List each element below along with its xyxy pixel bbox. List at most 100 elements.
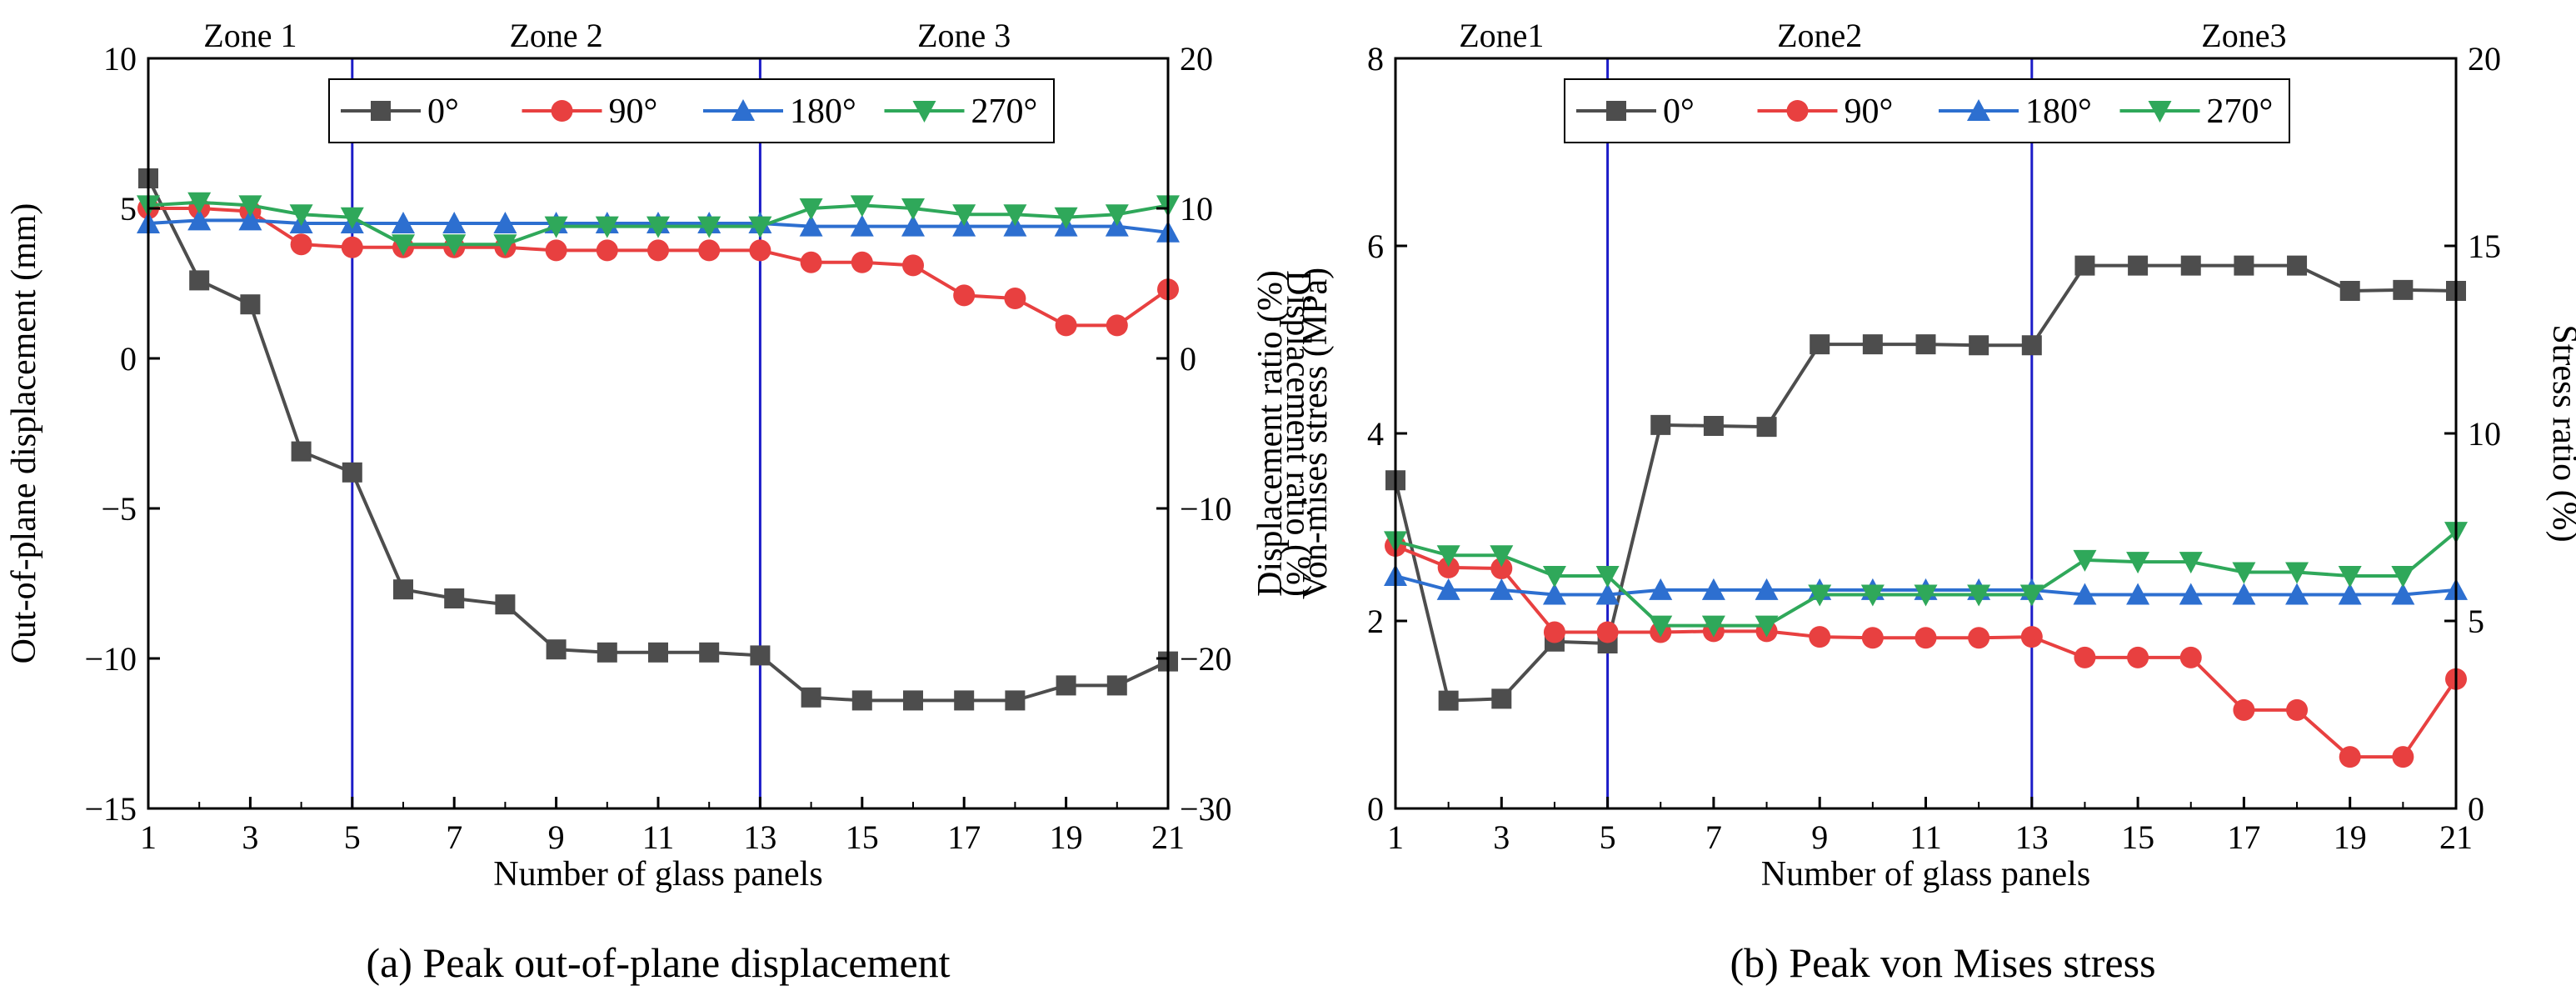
zone-label-1: Zone1	[1459, 17, 1544, 54]
data-point-a-3-19	[1105, 204, 1129, 227]
data-point-a-3-6	[442, 234, 467, 257]
legend-label-0: 0°	[1663, 93, 1695, 131]
x-tick-label: 1	[1387, 818, 1404, 856]
data-point-a-3-1	[187, 192, 212, 214]
data-point-b-2-15	[2179, 583, 2203, 605]
data-point-b-0-9	[1862, 334, 1883, 355]
data-point-b-2-5	[1649, 578, 1673, 600]
data-point-b-3-5	[1649, 615, 1673, 638]
data-point-b-0-2	[1491, 688, 1512, 709]
x-tick-label: 17	[2227, 818, 2260, 856]
data-point-a-1-18	[1055, 314, 1077, 337]
data-point-b-0-15	[2180, 255, 2201, 276]
y-tick-label: 10	[103, 40, 137, 78]
data-point-b-3-9	[1860, 584, 1885, 607]
x-tick-label: 21	[2439, 818, 2473, 856]
y-tick-label: 5	[120, 190, 137, 228]
data-point-a-3-13	[799, 198, 823, 220]
data-point-b-3-8	[1808, 584, 1832, 607]
data-point-b-1-10	[1915, 627, 1937, 649]
data-point-a-1-17	[1004, 288, 1026, 309]
data-point-a-2-7	[493, 212, 517, 233]
data-point-a-0-12	[750, 645, 771, 666]
x-tick-label: 13	[743, 818, 776, 856]
x-tick-label: 21	[1151, 818, 1185, 856]
data-point-b-3-11	[1967, 584, 1991, 607]
data-point-b-2-13	[2073, 583, 2097, 605]
data-point-a-0-9	[597, 642, 617, 663]
data-point-a-3-10	[646, 216, 670, 238]
data-point-b-0-7	[1756, 417, 1777, 438]
x-tick-label: 7	[1705, 818, 1722, 856]
legend-marker-3	[2148, 101, 2172, 123]
data-point-b-3-6	[1701, 615, 1725, 638]
data-point-a-1-16	[953, 284, 976, 307]
data-point-a-3-5	[392, 234, 415, 257]
legend-marker-3	[912, 101, 936, 123]
data-point-a-2-15	[901, 214, 925, 237]
legend-label-2: 180°	[790, 93, 856, 131]
legend-label-0: 0°	[427, 93, 459, 131]
data-point-a-2-13	[799, 214, 823, 237]
data-point-a-1-10	[647, 239, 669, 262]
data-point-a-3-15	[901, 198, 925, 220]
data-point-b-1-1	[1437, 556, 1460, 578]
data-point-a-0-14	[851, 690, 872, 711]
data-point-a-1-13	[800, 251, 822, 273]
x-tick-label: 3	[242, 818, 258, 856]
data-point-a-0-6	[444, 588, 465, 608]
x-tick-label: 9	[1811, 818, 1828, 856]
zone-label-3: Zone 3	[917, 17, 1011, 54]
data-point-a-2-1	[187, 208, 212, 231]
data-point-b-0-18	[2339, 281, 2360, 301]
x-tick-label: 11	[1910, 818, 1942, 856]
data-point-b-1-14	[2127, 646, 2149, 668]
x-tick-label: 9	[548, 818, 565, 856]
data-point-a-1-9	[596, 239, 618, 262]
data-point-b-1-8	[1809, 626, 1831, 648]
data-point-a-0-5	[393, 579, 413, 600]
data-point-b-2-7	[1755, 578, 1779, 600]
x-axis-title: Number of glass panels	[493, 855, 822, 893]
data-point-a-1-11	[698, 239, 721, 262]
data-point-b-3-3	[1542, 566, 1566, 588]
x-tick-label: 13	[2015, 818, 2049, 856]
x-tick-label: 5	[344, 818, 361, 856]
data-point-b-3-2	[1490, 545, 1514, 568]
data-point-b-3-15	[2179, 552, 2203, 574]
zone-label-1: Zone 1	[203, 17, 297, 54]
y-right-axis-title: Stress ratio (%)	[2545, 324, 2576, 542]
y-right-tick-label: 10	[2468, 415, 2501, 453]
data-point-a-2-14	[850, 214, 874, 237]
data-point-b-3-4	[1595, 566, 1620, 588]
x-tick-label: 11	[642, 818, 675, 856]
data-point-b-2-19	[2391, 583, 2415, 605]
data-point-b-2-1	[1436, 578, 1460, 600]
data-point-a-2-6	[442, 212, 467, 233]
data-point-a-3-16	[952, 204, 976, 227]
data-point-b-1-9	[1861, 627, 1884, 649]
y-right-axis-title: Displacement ratio (%)	[1279, 270, 1317, 597]
y-right-tick-label: 20	[1180, 40, 1213, 78]
data-point-b-1-12	[2020, 626, 2043, 648]
data-point-b-3-18	[2338, 566, 2362, 588]
data-point-b-1-13	[2074, 646, 2096, 668]
data-point-b-1-17	[2286, 698, 2309, 721]
data-point-b-0-10	[1915, 334, 1936, 355]
data-point-a-3-7	[493, 234, 517, 257]
x-axis-title: Number of glass panels	[1761, 855, 2090, 893]
data-point-b-3-13	[2073, 549, 2097, 572]
data-point-b-3-7	[1755, 615, 1779, 638]
caption-b: (b) Peak von Mises stress	[1730, 939, 2155, 986]
y-tick-label: 2	[1367, 603, 1384, 640]
data-point-b-0-8	[1810, 334, 1830, 355]
data-point-a-0-8	[546, 639, 567, 660]
data-point-b-3-16	[2232, 562, 2256, 584]
data-point-a-1-8	[545, 239, 567, 262]
data-point-b-2-3	[1542, 583, 1566, 605]
data-point-b-0-13	[2074, 255, 2095, 276]
data-point-b-2-4	[1595, 583, 1620, 605]
legend-label-1: 90°	[609, 93, 658, 131]
data-point-a-3-17	[1003, 204, 1027, 227]
